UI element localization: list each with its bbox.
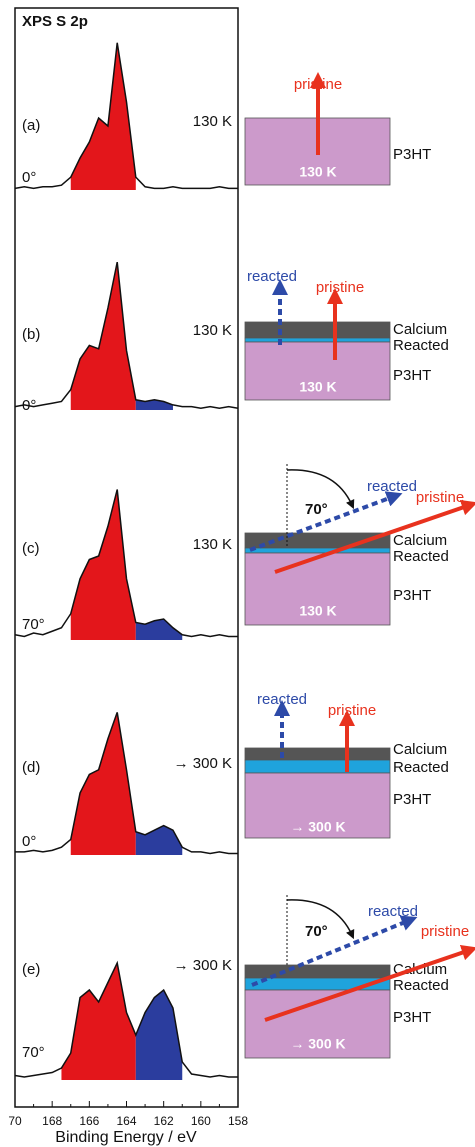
layer-label: Reacted bbox=[393, 548, 449, 565]
x-axis-title: Binding Energy / eV bbox=[55, 1129, 197, 1146]
component-fill bbox=[61, 963, 136, 1080]
arrow-label: reacted bbox=[257, 691, 307, 708]
layer-label: Calcium bbox=[393, 532, 447, 549]
arrow-label: reacted bbox=[247, 268, 297, 285]
arrow-label: reacted bbox=[367, 478, 417, 495]
diagram-temperature: 130 K bbox=[299, 603, 336, 619]
temperature: 130 K bbox=[193, 322, 232, 339]
component-fill bbox=[135, 619, 183, 640]
temperature: 130 K bbox=[193, 536, 232, 553]
emission-arrow bbox=[251, 915, 418, 987]
layer bbox=[244, 341, 391, 401]
temperature: → 300 K bbox=[174, 957, 232, 974]
angle-label: 70° bbox=[22, 1044, 45, 1061]
layer-label: Calcium bbox=[393, 741, 447, 758]
spectrum bbox=[14, 42, 238, 190]
layer bbox=[244, 337, 391, 343]
arrow-label: pristine bbox=[316, 279, 364, 296]
diagram-temperature: → 300 K bbox=[290, 819, 345, 835]
layer bbox=[244, 321, 391, 339]
x-tick-label: 164 bbox=[116, 1114, 136, 1128]
angle: 70° bbox=[305, 923, 328, 940]
panel-label: (b) bbox=[22, 326, 40, 343]
x-tick-label: 166 bbox=[79, 1114, 99, 1128]
component-fill bbox=[70, 42, 136, 190]
x-tick-label: 158 bbox=[228, 1114, 248, 1128]
x-tick-label: 162 bbox=[154, 1114, 174, 1128]
component-fill bbox=[70, 489, 136, 640]
panel-label: (e) bbox=[22, 961, 40, 978]
diagram-temperature: 130 K bbox=[299, 164, 336, 180]
layer bbox=[244, 552, 391, 626]
angle-label: 70° bbox=[22, 616, 45, 633]
arrow-label: reacted bbox=[368, 903, 418, 920]
angle-arc bbox=[286, 899, 355, 940]
arrow-label: pristine bbox=[294, 76, 342, 93]
spectrum bbox=[15, 712, 238, 855]
layer bbox=[244, 964, 391, 979]
emission-arrow bbox=[249, 491, 403, 552]
layer-label: P3HT bbox=[393, 1009, 431, 1026]
layer-label: P3HT bbox=[393, 367, 431, 384]
x-tick-label: 160 bbox=[191, 1114, 211, 1128]
layer-label: P3HT bbox=[393, 146, 431, 163]
angle-label: 0° bbox=[22, 833, 36, 850]
spectrum bbox=[14, 489, 238, 638]
arrow-label: pristine bbox=[328, 702, 376, 719]
x-tick-label: 70 bbox=[8, 1114, 22, 1128]
x-tick-label: 168 bbox=[42, 1114, 62, 1128]
angle-arc bbox=[286, 469, 355, 510]
temperature: 130 K bbox=[193, 113, 232, 130]
temperature: → 300 K bbox=[174, 755, 232, 772]
component-fill bbox=[70, 712, 136, 855]
angle-label: 0° bbox=[22, 397, 36, 414]
layer bbox=[244, 747, 391, 761]
spectrum bbox=[14, 960, 238, 1078]
diagram-temperature: 130 K bbox=[299, 379, 336, 395]
component-fill bbox=[135, 399, 173, 410]
spectrum bbox=[14, 261, 239, 410]
layer-label: P3HT bbox=[393, 791, 431, 808]
emission-arrow bbox=[274, 500, 475, 574]
angle: 70° bbox=[305, 501, 328, 518]
panel-label: (d) bbox=[22, 759, 40, 776]
layer-label: Calcium bbox=[393, 321, 447, 338]
layer-label: Reacted bbox=[393, 977, 449, 994]
diagram-temperature: → 300 K bbox=[290, 1036, 345, 1052]
component-fill bbox=[135, 825, 183, 855]
angle-label: 0° bbox=[22, 169, 36, 186]
component-fill bbox=[135, 990, 183, 1080]
layer-label: P3HT bbox=[393, 587, 431, 604]
layer bbox=[244, 772, 391, 839]
emission-arrow bbox=[264, 945, 475, 1022]
panel-label: (c) bbox=[22, 540, 40, 557]
layer-label: Reacted bbox=[393, 759, 449, 776]
layer bbox=[244, 547, 391, 554]
layer-label: Reacted bbox=[393, 337, 449, 354]
panel-label: (a) bbox=[22, 117, 40, 134]
layer bbox=[244, 759, 391, 774]
arrow-label: pristine bbox=[421, 923, 469, 940]
arrow-label: pristine bbox=[416, 489, 464, 506]
chart-title: XPS S 2p bbox=[22, 13, 88, 30]
component-fill bbox=[70, 262, 136, 410]
